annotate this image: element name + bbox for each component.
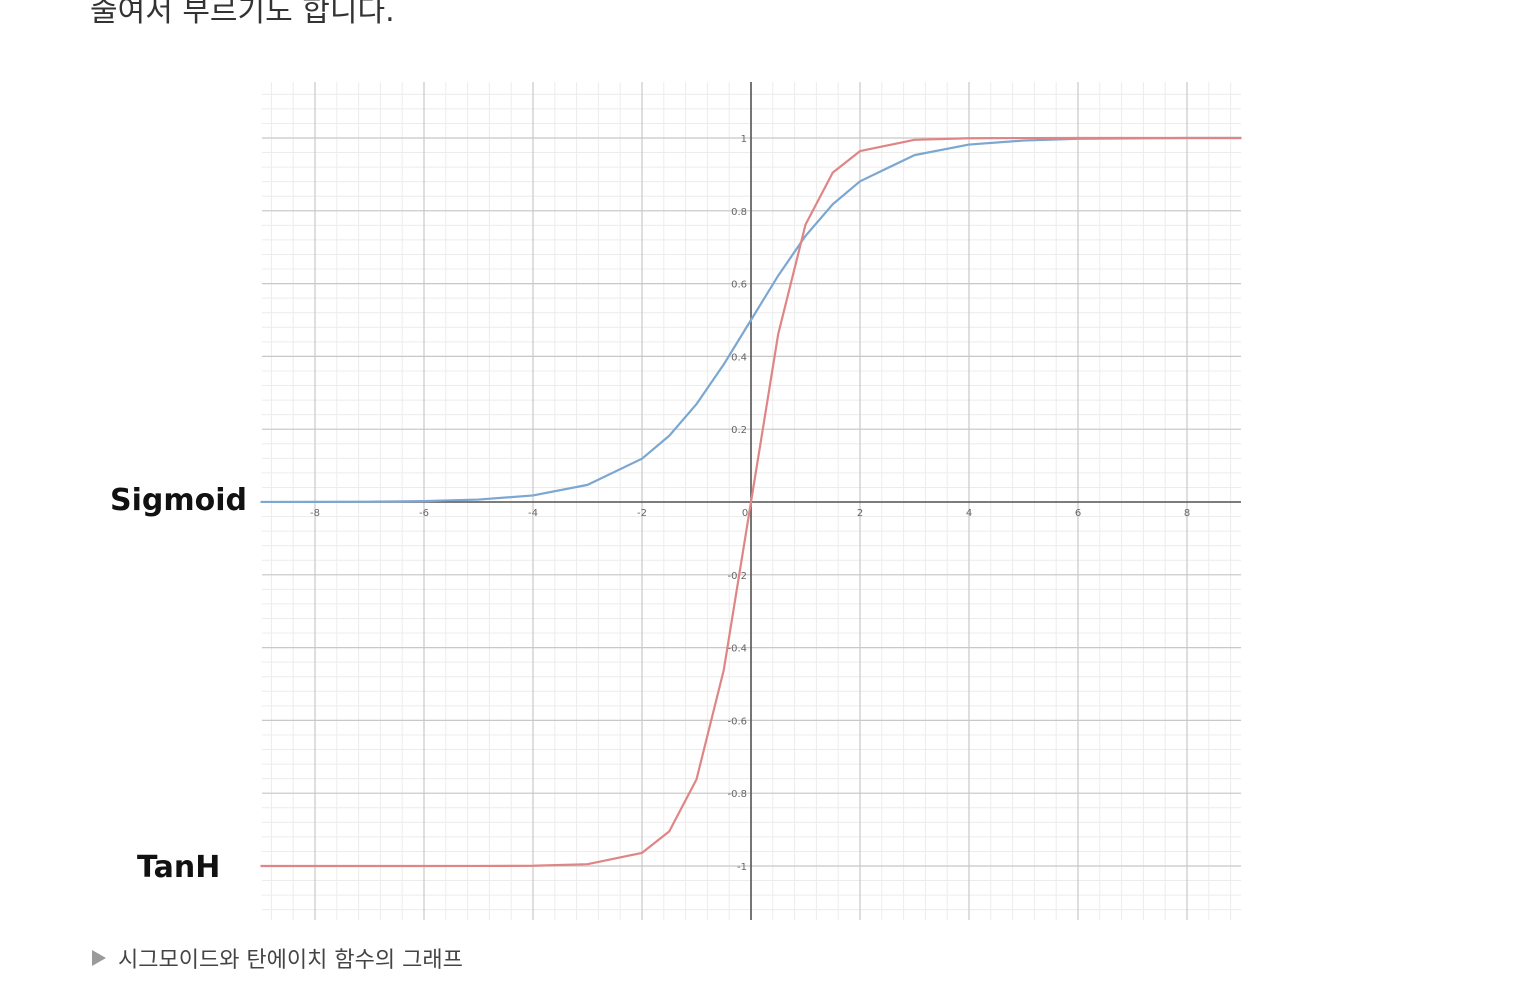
- tanh-label: TanH: [137, 850, 221, 885]
- x-tick-label: -6: [419, 508, 429, 519]
- y-tick-label: 1: [741, 134, 747, 145]
- x-tick-label: 2: [857, 508, 863, 519]
- series-layer: [260, 136, 1242, 868]
- x-tick-label: -8: [310, 508, 320, 519]
- x-tick-label: -2: [637, 508, 647, 519]
- sigmoid-curve: [260, 136, 1242, 504]
- y-tick-label: -0.4: [727, 644, 747, 655]
- tick-labels: -8 -6 -4 -2 0 2 4 6 8 -1 -0.8 -0.6 -0.4 -0.2 0.2 0.4 0.6…: [310, 134, 1190, 873]
- x-tick-label: 0: [742, 508, 748, 519]
- y-tick-label: 0.6: [731, 280, 747, 291]
- y-tick-label: -1: [737, 862, 747, 873]
- triangle-right-icon: [92, 950, 106, 966]
- y-tick-label: -0.8: [727, 789, 747, 800]
- x-tick-label: -4: [528, 508, 538, 519]
- x-tick-label: 4: [966, 508, 972, 519]
- y-tick-label: -0.2: [727, 571, 747, 582]
- y-tick-label: 0.2: [731, 425, 747, 436]
- x-tick-label: 8: [1184, 508, 1190, 519]
- sigmoid-label: Sigmoid: [110, 483, 247, 518]
- y-tick-label: -0.6: [727, 716, 747, 727]
- article-text: 줄여서 부르기도 합니다.: [90, 0, 395, 29]
- tanh-curve: [260, 136, 1242, 868]
- x-tick-label: 6: [1075, 508, 1081, 519]
- figure-caption: 시그모이드와 탄에이치 함수의 그래프: [92, 942, 463, 974]
- y-tick-label: 0.4: [731, 352, 747, 363]
- caption-text: 시그모이드와 탄에이치 함수의 그래프: [118, 948, 463, 973]
- y-tick-label: 0.8: [731, 207, 747, 218]
